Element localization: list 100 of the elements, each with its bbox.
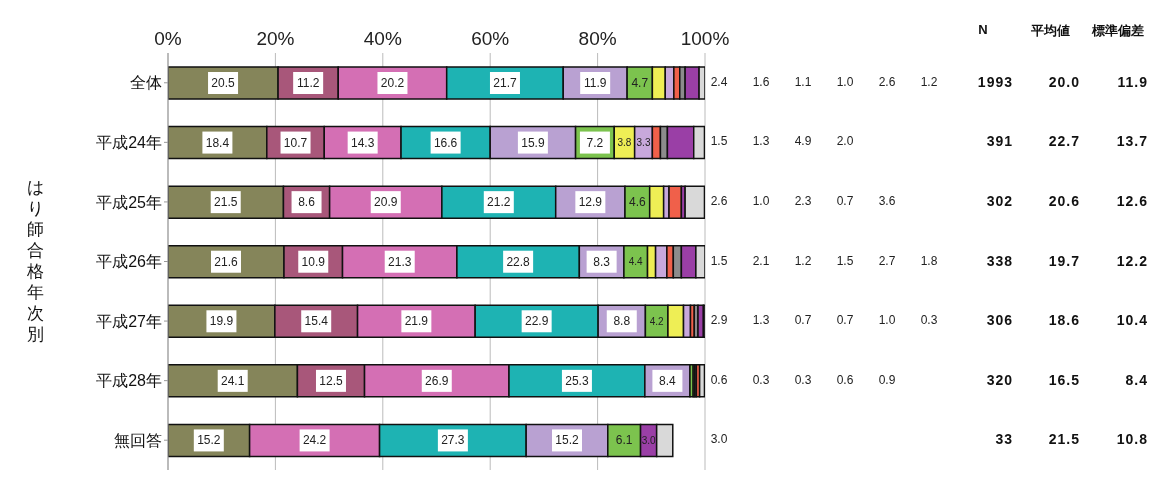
data-label: 11.9 bbox=[583, 76, 607, 90]
text: N bbox=[977, 22, 989, 37]
text: 1.3 bbox=[751, 313, 771, 328]
text: 2.9 bbox=[709, 313, 729, 328]
text: 1.6 bbox=[751, 74, 771, 89]
data-label: 15.2 bbox=[555, 433, 579, 448]
data-label: 21.6 bbox=[214, 254, 238, 269]
text: 1.5 bbox=[709, 134, 729, 149]
data-label: 12.9 bbox=[578, 195, 603, 210]
text: 0.3 bbox=[751, 372, 771, 387]
text: 1.2 bbox=[919, 74, 939, 89]
data-label: 10.9 bbox=[301, 254, 326, 269]
text: 391 bbox=[985, 133, 1014, 150]
y-tick-label: 平成26年 bbox=[96, 253, 162, 271]
data-label: 3.8 bbox=[617, 137, 632, 149]
x-tick-label: 60% bbox=[471, 28, 510, 49]
data-label: 11.2 bbox=[296, 76, 320, 90]
data-label: 26.9 bbox=[425, 373, 449, 388]
y-tick-label: 平成27年 bbox=[96, 312, 162, 330]
text: 11.9 bbox=[1117, 73, 1148, 90]
text: 2.4 bbox=[709, 74, 729, 89]
data-label: 22.9 bbox=[524, 314, 549, 329]
text: 1.2 bbox=[793, 253, 813, 268]
data-label: 21.7 bbox=[493, 76, 517, 90]
text: 1.8 bbox=[919, 253, 939, 268]
text: 12.2 bbox=[1116, 252, 1148, 269]
data-label: 21.3 bbox=[388, 254, 412, 269]
data-label: 4.7 bbox=[631, 76, 649, 90]
text: 13.7 bbox=[1116, 133, 1148, 150]
data-label: 15.9 bbox=[521, 135, 545, 150]
text: 0.6 bbox=[709, 372, 729, 387]
data-label: 4.6 bbox=[628, 195, 646, 210]
data-label: 8.3 bbox=[593, 254, 611, 269]
y-tick-label: 平成25年 bbox=[96, 193, 162, 211]
data-label: 3.3 bbox=[636, 137, 651, 149]
data-label: 16.6 bbox=[433, 135, 458, 150]
data-label: 20.9 bbox=[374, 195, 398, 210]
x-tick-label: 80% bbox=[578, 28, 617, 49]
text: 2.6 bbox=[709, 193, 729, 208]
data-label: 24.2 bbox=[302, 433, 327, 448]
data-label: 8.6 bbox=[298, 195, 316, 210]
data-label: 21.5 bbox=[214, 195, 238, 210]
text: 16.5 bbox=[1048, 371, 1080, 388]
text: 3.6 bbox=[877, 193, 897, 208]
text: 12.6 bbox=[1116, 192, 1148, 209]
data-label: 19.9 bbox=[209, 314, 234, 329]
data-label: 22.8 bbox=[506, 254, 531, 269]
data-label: 12.5 bbox=[319, 373, 343, 388]
text: 22.7 bbox=[1048, 133, 1080, 150]
text: 8.4 bbox=[1125, 371, 1148, 388]
data-label: 10.7 bbox=[283, 135, 308, 150]
text: 0.3 bbox=[919, 313, 939, 328]
text: 1.0 bbox=[835, 74, 855, 89]
data-label: 7.2 bbox=[586, 135, 604, 150]
text: 0.7 bbox=[835, 313, 855, 328]
text: 1993 bbox=[976, 73, 1014, 90]
data-label: 20.2 bbox=[380, 76, 405, 90]
text: 10.4 bbox=[1116, 312, 1148, 329]
data-label: 21.9 bbox=[404, 314, 429, 329]
text: 1.0 bbox=[877, 313, 897, 328]
y-tick-label: 平成24年 bbox=[96, 134, 162, 152]
text: 2.0 bbox=[835, 134, 855, 149]
text: 標準偏差 bbox=[1090, 22, 1145, 40]
text: 0.7 bbox=[835, 193, 855, 208]
data-label: 18.4 bbox=[205, 135, 230, 150]
text: 10.8 bbox=[1116, 431, 1148, 448]
text: 0.7 bbox=[793, 313, 813, 328]
text: 20.0 bbox=[1048, 73, 1080, 90]
y-tick-label: 無回答 bbox=[114, 431, 162, 449]
text: 平均値 bbox=[1029, 22, 1071, 40]
text: 21.5 bbox=[1048, 431, 1080, 448]
text: 1.1 bbox=[793, 74, 813, 89]
text: 1.0 bbox=[751, 193, 771, 208]
text: 2.7 bbox=[877, 253, 897, 268]
text: 2.3 bbox=[793, 193, 813, 208]
text: 320 bbox=[985, 371, 1014, 388]
text: 4.9 bbox=[793, 134, 813, 149]
x-tick-label: 20% bbox=[256, 28, 295, 49]
y-axis-title: はり師合格年次別 bbox=[26, 177, 44, 346]
data-label: 8.8 bbox=[613, 314, 631, 329]
data-label: 27.3 bbox=[441, 433, 465, 448]
text: 1.5 bbox=[709, 253, 729, 268]
x-tick-label: 40% bbox=[363, 28, 402, 49]
data-label: 3.0 bbox=[641, 434, 656, 446]
data-label: 20.5 bbox=[211, 76, 236, 90]
y-tick-label: 全体 bbox=[130, 74, 162, 92]
data-label: 14.3 bbox=[350, 135, 375, 150]
text: 2.1 bbox=[751, 253, 771, 268]
x-tick-label: 100% bbox=[680, 28, 730, 49]
text: 1.5 bbox=[835, 253, 855, 268]
data-label: 25.3 bbox=[565, 373, 589, 388]
data-label: 21.2 bbox=[487, 195, 511, 210]
data-label: 4.4 bbox=[628, 256, 644, 268]
data-label: 15.4 bbox=[304, 314, 329, 329]
y-tick-label: 平成28年 bbox=[96, 372, 162, 390]
x-tick-label: 0% bbox=[154, 28, 182, 49]
text: 20.6 bbox=[1048, 192, 1080, 209]
data-label: 6.1 bbox=[615, 433, 633, 448]
text: 0.9 bbox=[877, 372, 897, 387]
data-label: 4.2 bbox=[649, 315, 665, 327]
